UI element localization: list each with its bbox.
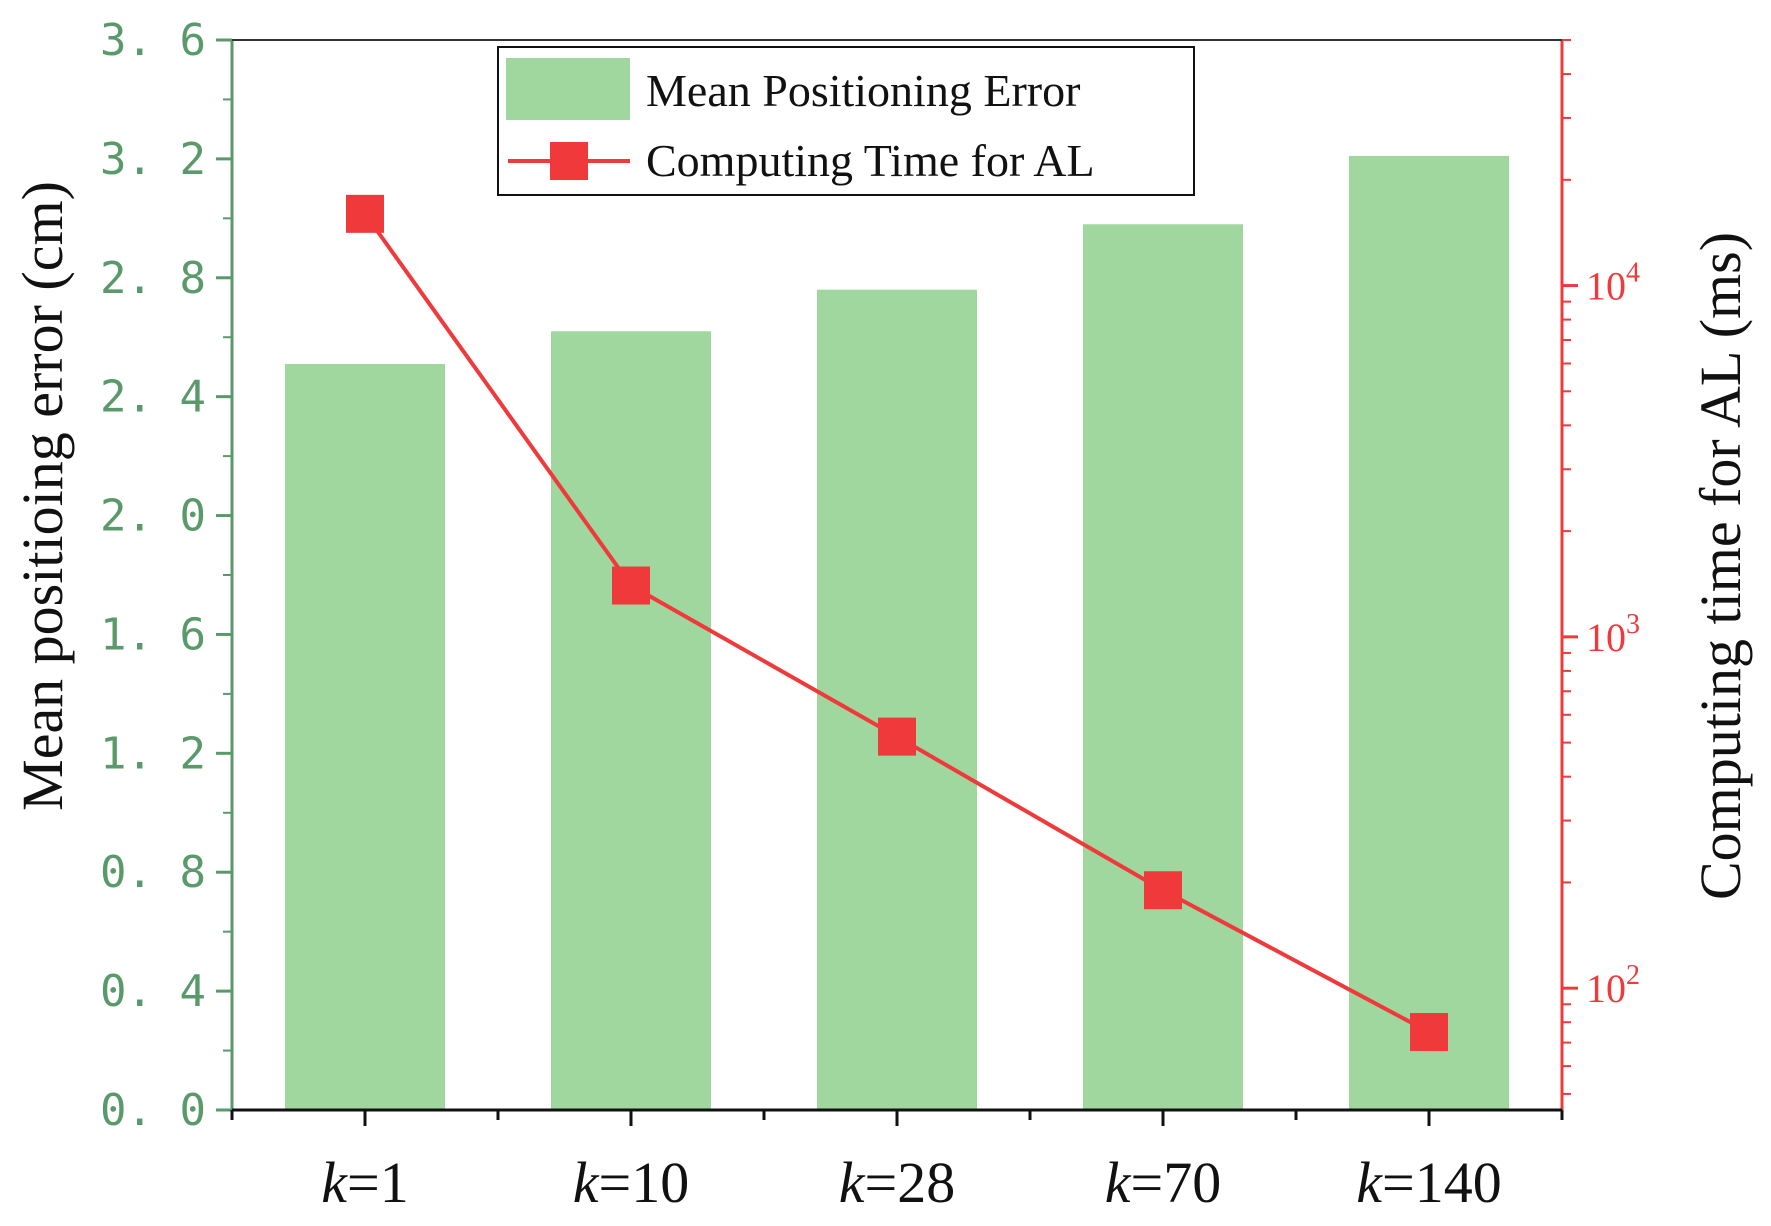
legend-line-marker [550,142,588,180]
x-tick-label: k=28 [839,1150,955,1215]
right-tick-label: 104 [1586,258,1640,309]
line-marker [1410,1013,1448,1052]
bar [285,363,445,1110]
ticks-layer: 0. 0 0. 4 0. 8 1. 2 1. 6 2. 0 2. 4 2. 8 3. 2 3. 6… [100,15,1640,1215]
legend: Mean Positioning Error Computing Time fo… [497,46,1195,196]
x-tick-label: k=1 [321,1150,408,1215]
line-marker [1144,871,1182,910]
left-tick-label: 2. 4 [100,372,206,423]
left-tick-label: 2. 8 [100,253,206,304]
left-tick-label: 1. 6 [100,609,206,660]
bar [817,289,977,1111]
x-tick-label: k=70 [1105,1150,1221,1215]
legend-bar-label: Mean Positioning Error [646,65,1080,116]
left-tick-label: 0. 8 [100,847,206,898]
left-tick-label: 3. 6 [100,15,206,66]
left-tick-label: 1. 2 [100,728,206,779]
legend-bar-swatch [506,58,630,120]
bar [551,331,711,1110]
line-marker [878,717,916,756]
left-tick-label: 0. 4 [100,966,206,1017]
left-axis-title: Mean positioing error (cm) [10,181,75,811]
x-tick-label: k=140 [1356,1150,1501,1215]
line-marker [346,194,384,233]
legend-line-label: Computing Time for AL [646,135,1095,186]
right-axis-title: Computing time for AL (ms) [1688,232,1753,900]
x-tick-label: k=10 [573,1150,689,1215]
right-tick-label: 102 [1586,960,1640,1011]
line-layer [346,194,1448,1052]
right-tick-label: 103 [1586,609,1640,660]
bars-layer [285,155,1509,1111]
bar [1349,155,1509,1110]
line-marker [612,566,650,605]
left-tick-label: 2. 0 [100,491,206,542]
left-tick-label: 3. 2 [100,134,206,185]
left-tick-label: 0. 0 [100,1085,206,1136]
bar [1083,224,1243,1110]
